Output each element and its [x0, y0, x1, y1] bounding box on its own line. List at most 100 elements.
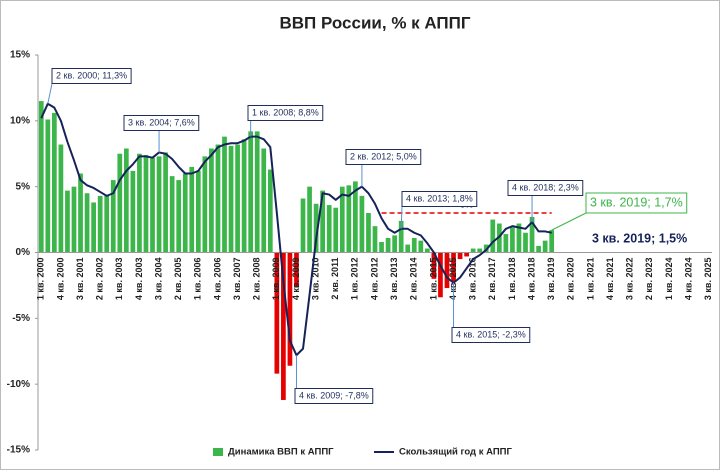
bar	[470, 248, 476, 253]
bar	[104, 195, 110, 253]
annotation-label: 2 кв. 2000; 11,3%	[56, 70, 127, 80]
bar	[333, 207, 339, 253]
bar	[150, 157, 155, 253]
annotation-leader	[400, 206, 403, 229]
bar	[235, 144, 240, 253]
x-tick-label: 3 кв. 2022	[625, 258, 635, 301]
x-tick-label: 3 кв. 2019	[546, 258, 556, 301]
annotation-box	[51, 68, 132, 84]
x-tick-label: 2 кв. 2005	[173, 258, 183, 301]
x-tick-label: 4 кв. 2003	[134, 258, 144, 301]
bar	[38, 101, 44, 253]
bar	[300, 198, 306, 253]
x-tick-label: 2 кв. 2017	[487, 257, 497, 300]
bar	[405, 244, 411, 253]
bar	[169, 176, 175, 253]
x-tick-label: 2 кв. 2023	[644, 258, 654, 301]
x-tick-label: 3 кв. 2010	[310, 258, 320, 301]
x-tick-label: 2 кв. 2014	[409, 258, 419, 301]
bar	[353, 181, 358, 253]
bar	[254, 131, 260, 253]
bar	[91, 202, 96, 253]
bar	[529, 216, 535, 253]
annotation-box	[294, 388, 374, 404]
bar	[392, 235, 397, 253]
x-tick-label: 1 кв. 2006	[193, 258, 203, 301]
bar	[477, 248, 483, 253]
annotation-label: 4 кв. 2018; 2,3%	[512, 182, 579, 192]
bar	[379, 241, 384, 253]
x-tick-label: 4 кв. 2006	[212, 258, 222, 301]
x-tick-label: 1 кв. 2018	[507, 258, 517, 301]
x-tick-label: 1 кв. 2021	[585, 258, 595, 301]
bar	[228, 145, 234, 253]
annotation: 4 кв. 2018; 2,3%	[507, 180, 584, 223]
x-tick-label: 4 кв. 2018	[526, 258, 536, 301]
bar	[84, 193, 90, 253]
bar	[339, 186, 345, 253]
annotation-box	[507, 180, 584, 196]
bar	[117, 153, 123, 253]
bar	[385, 238, 391, 253]
bar	[536, 245, 541, 253]
annotation-label: 3 кв. 2004; 7,6%	[128, 117, 195, 127]
bar	[287, 252, 293, 366]
annotation-leader	[551, 212, 587, 231]
bar	[326, 205, 332, 253]
bar	[241, 139, 247, 253]
x-tick-label: 4 кв. 2015	[448, 258, 458, 301]
bar	[516, 223, 522, 253]
bar	[267, 169, 273, 253]
annotation: 3 кв. 2019; 1,7%	[551, 192, 688, 231]
legend-swatch	[213, 448, 223, 456]
bar	[195, 170, 201, 253]
annotation: 2 кв. 2012; 5,0%	[345, 149, 422, 187]
bar	[65, 190, 70, 253]
bar	[418, 240, 424, 253]
legend-label: Динамика ВВП к АППГ	[228, 447, 334, 458]
annotation-box	[451, 327, 531, 343]
bar	[163, 152, 168, 253]
bar	[58, 144, 64, 253]
annotation-label: 1 кв. 2008; 8,8%	[252, 107, 319, 117]
y-tick-label: -15%	[7, 445, 30, 456]
bar	[209, 148, 214, 253]
bar	[97, 195, 103, 253]
x-tick-label: 3 кв. 2007	[232, 258, 242, 301]
y-tick-label: 15%	[10, 50, 30, 61]
bar	[457, 252, 463, 260]
x-tick-label: 1 кв. 2009	[271, 258, 281, 301]
bar	[490, 219, 496, 253]
x-tick-label: 4 кв. 2024	[683, 258, 693, 301]
annotation-box	[585, 192, 688, 214]
bar	[307, 186, 312, 253]
annotation: 2 кв. 2000; 11,3%	[47, 68, 132, 104]
x-tick-label: 3 кв. 2013	[389, 258, 399, 301]
bar	[359, 195, 365, 253]
bar	[156, 156, 162, 253]
bar	[45, 119, 51, 253]
annotation-box	[345, 149, 422, 165]
x-tick-label: 2 кв. 2008	[252, 258, 262, 301]
x-tick-label: 4 кв. 2009	[291, 258, 301, 301]
x-tick-label: 4 кв. 2021	[605, 258, 615, 301]
bar	[398, 220, 404, 253]
bar	[52, 112, 57, 253]
annotation-box	[247, 105, 324, 121]
y-tick-label: 10%	[10, 115, 30, 126]
bar	[411, 238, 417, 253]
annotation-leader	[47, 83, 53, 104]
bar	[346, 185, 352, 253]
y-tick-label: 5%	[16, 181, 31, 192]
bar	[444, 252, 450, 289]
bar	[137, 153, 142, 253]
bar	[464, 252, 469, 257]
bar	[320, 190, 326, 253]
bar	[130, 170, 136, 253]
bar	[431, 252, 437, 279]
x-tick-label: 3 кв. 2004	[153, 258, 163, 301]
x-tick-label: 1 кв. 2003	[114, 258, 124, 301]
bar	[202, 156, 208, 253]
bar	[281, 252, 286, 400]
